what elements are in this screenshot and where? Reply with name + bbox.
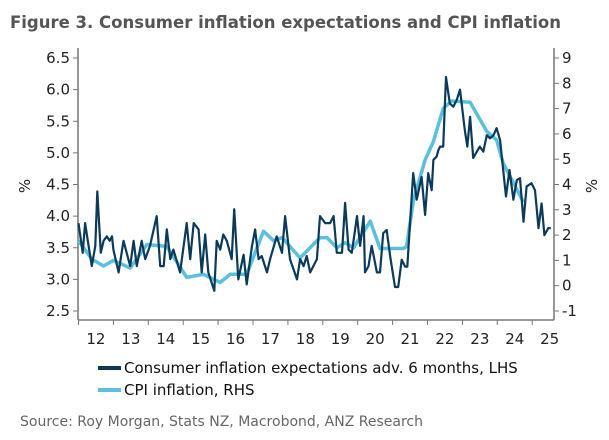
y-tick-label-right: 8 — [562, 74, 572, 92]
x-tick-label: 17 — [261, 330, 280, 348]
x-tick-label: 14 — [156, 330, 175, 348]
x-tick-label: 24 — [505, 330, 524, 348]
legend: Consumer inflation expectations adv. 6 m… — [98, 359, 518, 399]
y-tick-label-left: 6.0 — [46, 81, 70, 99]
y-tick-label-right: 7 — [562, 100, 572, 118]
legend-label-cpi: CPI inflation, RHS — [124, 381, 255, 399]
y-tick-label-right: 0 — [562, 277, 572, 295]
y-tick-label-right: 5 — [562, 150, 572, 168]
series-line-inflation-expectations — [77, 75, 551, 292]
x-tick-label: 25 — [540, 330, 559, 348]
x-tick-label: 15 — [191, 330, 210, 348]
y-tick-label-right: 1 — [562, 251, 572, 269]
y-tick-label-right: 3 — [562, 201, 572, 219]
x-tick-label: 22 — [435, 330, 454, 348]
legend-label-expectations: Consumer inflation expectations adv. 6 m… — [124, 359, 518, 377]
y-tick-label-right: -1 — [562, 302, 577, 320]
y-tick-label-left: 4.5 — [46, 176, 70, 194]
x-tick-label: 23 — [470, 330, 489, 348]
y-tick-label-left: 4.0 — [46, 207, 70, 225]
y-tick-label-right: 6 — [562, 125, 572, 143]
series-line-cpi-inflation — [77, 99, 526, 285]
y-tick-label-left: 3.5 — [46, 239, 70, 257]
y-tick-label-left: 2.5 — [46, 302, 70, 320]
y-tick-label-right: 2 — [562, 226, 572, 244]
x-tick-label: 18 — [296, 330, 315, 348]
y-tick-label-right: 9 — [562, 49, 572, 67]
x-tick-label: 13 — [121, 330, 140, 348]
chart-title: Figure 3. Consumer inflation expectation… — [10, 13, 561, 32]
y-tick-label-left: 6.5 — [46, 49, 70, 67]
y-axis-label-right: % — [583, 179, 601, 193]
y-tick-label-right: 4 — [562, 176, 572, 194]
x-tick-label: 16 — [226, 330, 245, 348]
y-tick-label-left: 5.0 — [46, 144, 70, 162]
source-note: Source: Roy Morgan, Stats NZ, Macrobond,… — [20, 414, 423, 430]
x-tick-label: 20 — [366, 330, 385, 348]
y-tick-label-left: 3.0 — [46, 270, 70, 288]
y-axis-label-left: % — [16, 179, 34, 193]
y-tick-label-left: 5.5 — [46, 112, 70, 130]
x-tick-label: 21 — [401, 330, 420, 348]
x-tick-label: 19 — [331, 330, 350, 348]
x-tick-label: 12 — [86, 330, 105, 348]
